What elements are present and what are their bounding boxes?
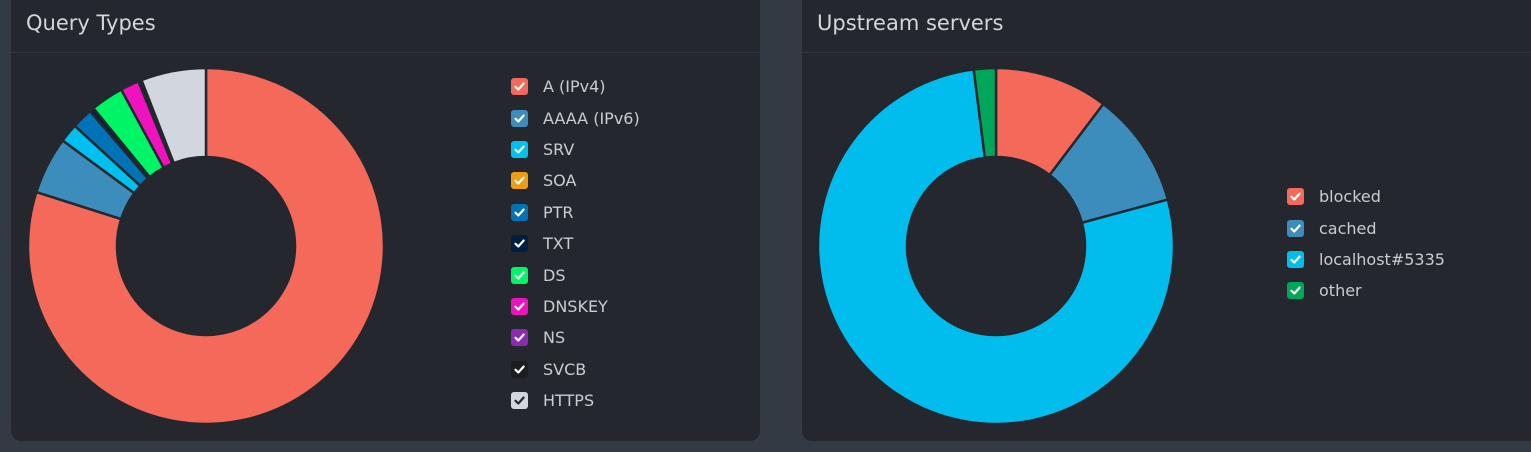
checkbox-icon[interactable] [511,329,528,347]
legend-label: A (IPv4) [543,77,606,97]
upstream-slice-localhost-5335[interactable] [817,68,1176,426]
legend-label: AAAA (IPv6) [543,108,640,128]
checkbox-icon[interactable] [1287,188,1304,206]
query-types-legend-item-a-ipv4[interactable]: A (IPv4) [511,71,640,102]
checkbox-icon[interactable] [511,203,528,221]
checkbox-icon[interactable] [511,235,528,253]
upstream-legend-item-other[interactable]: other [1287,275,1445,306]
query-types-header: Query Types [11,0,760,53]
upstream-servers-title: Upstream servers [817,11,1004,35]
upstream-servers-header: Upstream servers [802,0,1531,53]
legend-label: blocked [1319,187,1381,207]
checkbox-icon[interactable] [511,297,528,315]
query-types-title: Query Types [26,11,156,35]
checkbox-icon[interactable] [511,109,528,127]
query-types-legend-item-txt[interactable]: TXT [511,228,640,259]
query-types-legend-item-srv[interactable]: SRV [511,134,640,165]
query-types-legend: A (IPv4) AAAA (IPv6) SRV SOA PTR TXT DS DNSKEY N… [511,71,640,416]
checkbox-icon[interactable] [511,392,528,410]
legend-label: NS [543,328,566,348]
legend-label: SVCB [543,359,587,379]
query-types-legend-item-svcb[interactable]: SVCB [511,354,640,385]
legend-label: SRV [543,139,575,159]
query-types-legend-item-ns[interactable]: NS [511,322,640,353]
query-types-slice-https[interactable] [139,68,208,165]
legend-label: DS [543,265,566,285]
upstream-legend-item-localhost-5335[interactable]: localhost#5335 [1287,244,1445,275]
query-types-legend-item-soa[interactable]: SOA [511,165,640,196]
upstream-servers-legend: blocked cached localhost#5335 other [1287,181,1445,307]
legend-label: TXT [543,234,574,254]
upstream-legend-item-blocked[interactable]: blocked [1287,181,1445,212]
query-types-legend-item-ptr[interactable]: PTR [511,197,640,228]
legend-label: HTTPS [543,391,595,411]
legend-label: PTR [543,202,574,222]
legend-label: cached [1319,218,1377,238]
checkbox-icon[interactable] [1287,250,1304,268]
checkbox-icon[interactable] [1287,219,1304,237]
query-types-legend-item-https[interactable]: HTTPS [511,385,640,416]
checkbox-icon[interactable] [511,78,528,96]
query-types-panel: Query Types A (IPv4) AAAA (IPv6) SRV SOA PTR… [11,0,760,441]
upstream-legend-item-cached[interactable]: cached [1287,212,1445,243]
legend-label: localhost#5335 [1319,249,1445,269]
checkbox-icon[interactable] [511,140,528,158]
checkbox-icon[interactable] [1287,282,1304,300]
checkbox-icon[interactable] [511,172,528,190]
query-types-donut-chart [27,68,386,426]
query-types-legend-item-ds[interactable]: DS [511,259,640,290]
upstream-slice-other[interactable] [972,68,998,160]
upstream-servers-donut-chart [817,68,1176,426]
legend-label: other [1319,281,1362,301]
upstream-servers-panel: Upstream servers blocked cached localhost#… [802,0,1531,441]
legend-label: SOA [543,171,577,191]
checkbox-icon[interactable] [511,266,528,284]
checkbox-icon[interactable] [511,360,528,378]
legend-label: DNSKEY [543,296,608,316]
query-types-legend-item-aaaa-ipv6[interactable]: AAAA (IPv6) [511,102,640,133]
query-types-legend-item-dnskey[interactable]: DNSKEY [511,291,640,322]
query-types-slice-a-ipv4[interactable] [27,68,386,426]
